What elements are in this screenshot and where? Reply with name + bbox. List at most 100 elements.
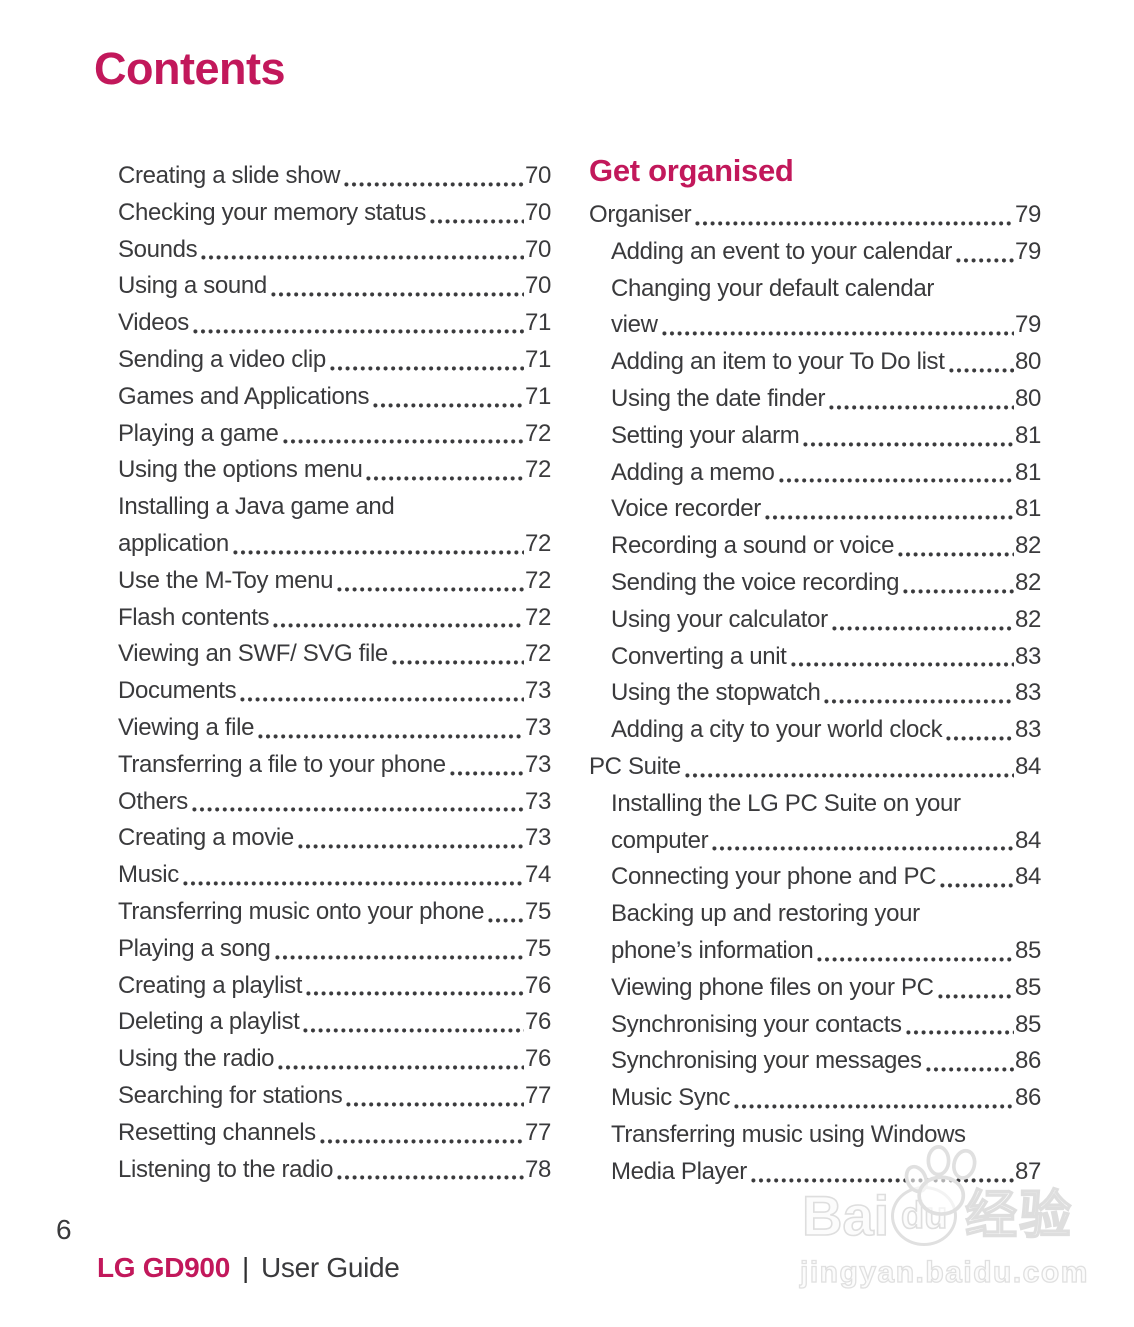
- toc-entry-line: Transferring music onto your phone 75: [96, 894, 551, 931]
- toc-dot-leader: [366, 476, 524, 482]
- toc-page-number: 86: [1015, 1084, 1041, 1112]
- toc-entry-line: Connecting your phone and PC 84: [589, 859, 1041, 896]
- toc-entry-title: Using the options menu: [118, 456, 363, 484]
- toc-dot-leader: [240, 696, 524, 702]
- toc-page-number: 73: [525, 750, 551, 778]
- toc-entry-title: Music: [118, 861, 179, 889]
- toc-page-number: 79: [1015, 237, 1041, 265]
- toc-entry-line: Organiser 79: [589, 197, 1041, 234]
- toc-dot-leader: [734, 1103, 1014, 1109]
- toc-entry-title: Adding an event to your calendar: [611, 237, 953, 265]
- toc-entry-line: Sounds 70: [96, 232, 551, 269]
- toc-page-number: 80: [1015, 348, 1041, 376]
- toc-entry-title: Playing a song: [118, 934, 271, 962]
- toc-entry-title: Creating a movie: [118, 824, 294, 852]
- toc-entry-title: Checking your memory status: [118, 198, 426, 226]
- toc-entry-line: Viewing a file 73: [96, 710, 551, 747]
- toc-dot-leader: [258, 733, 524, 739]
- toc-entry-title: Setting your alarm: [611, 421, 800, 449]
- toc-entry-line: Flash contents 72: [96, 600, 551, 637]
- watermark-logo: Bai du 经验: [801, 1145, 1073, 1246]
- toc-dot-leader: [329, 365, 524, 371]
- toc-entry-title: Sending the voice recording: [611, 568, 900, 596]
- toc-page-number: 73: [525, 787, 551, 815]
- toc-entry-line: Playing a song 75: [96, 931, 551, 968]
- toc-entry-line: Adding a city to your world clock 83: [589, 712, 1041, 749]
- toc-entry-line: Deleting a playlist 76: [96, 1004, 551, 1041]
- toc-page-number: 79: [1015, 201, 1041, 228]
- toc-page-number: 73: [525, 713, 551, 741]
- toc-entry-title: Media Player: [611, 1157, 747, 1185]
- toc-entry-title: Viewing a file: [118, 713, 255, 741]
- toc-entry-title: view: [611, 311, 658, 339]
- toc-page-number: 80: [1015, 384, 1041, 412]
- toc-page-number: 85: [1015, 1010, 1041, 1038]
- toc-entry-line: Synchronising your contacts 85: [589, 1007, 1041, 1044]
- toc-entry-line: Changing your default calendar: [589, 271, 1041, 308]
- toc-entry-line: Backing up and restoring your: [589, 896, 1041, 933]
- toc-entry-title: Converting a unit: [611, 642, 787, 670]
- section-heading-get-organised: Get organised: [589, 153, 794, 188]
- toc-dot-leader: [232, 549, 524, 555]
- toc-dot-leader: [488, 917, 524, 923]
- toc-dot-leader: [278, 1064, 524, 1070]
- toc-dot-leader: [790, 662, 1014, 668]
- toc-dot-leader: [191, 807, 524, 813]
- toc-entry-line: Transferring music using Windows: [589, 1117, 1041, 1154]
- toc-page-number: 85: [1015, 973, 1041, 1001]
- toc-entry-line: Media Player 87: [589, 1154, 1041, 1191]
- toc-column-right: Get organised Organiser 79 Adding an event…: [589, 150, 1041, 1191]
- toc-dot-leader: [937, 993, 1014, 999]
- toc-entry-line: view 79: [589, 307, 1041, 344]
- toc-entry-title: Viewing an SWF/ SVG file: [118, 640, 388, 668]
- toc-entry-title: Flash contents: [118, 603, 270, 631]
- toc-entry-title: Adding a city to your world clock: [611, 716, 943, 744]
- toc-page-number: 76: [525, 1008, 551, 1036]
- toc-page-number: 83: [1015, 679, 1041, 707]
- toc-dot-leader: [764, 515, 1014, 521]
- toc-entry-line: Viewing phone files on your PC 85: [589, 970, 1041, 1007]
- toc-entry-title: Transferring music onto your phone: [118, 897, 485, 925]
- toc-dot-leader: [661, 331, 1014, 337]
- toc-dot-leader: [925, 1067, 1014, 1073]
- toc-column-right-entries: Organiser 79 Adding an event to your calen…: [589, 197, 1041, 1191]
- toc-entry-line: Voice recorder 81: [589, 491, 1041, 528]
- toc-entry-line: Setting your alarm 81: [589, 418, 1041, 455]
- toc-page-number: 81: [1015, 421, 1041, 449]
- toc-entry-line: Installing a Java game and: [96, 489, 551, 526]
- toc-dot-leader: [306, 991, 524, 997]
- toc-dot-leader: [817, 956, 1014, 962]
- folio-page-number: 6: [56, 1214, 72, 1245]
- toc-entry-title: Sounds: [118, 235, 198, 263]
- toc-entry-line: phone’s information 85: [589, 933, 1041, 970]
- toc-entry-line: Others 73: [96, 784, 551, 821]
- toc-page-number: 72: [525, 529, 551, 557]
- toc-dot-leader: [273, 623, 524, 629]
- toc-entry-line: Resetting channels 77: [96, 1115, 551, 1152]
- toc-page-number: 73: [525, 677, 551, 705]
- toc-dot-leader: [344, 181, 524, 187]
- toc-page-number: 71: [525, 382, 551, 410]
- toc-page-number: 76: [525, 1045, 551, 1073]
- toc-entry-line: Converting a unit 83: [589, 639, 1041, 676]
- toc-dot-leader: [282, 439, 524, 445]
- toc-entry-title: Searching for stations: [118, 1081, 343, 1109]
- toc-entry-line: Adding an item to your To Do list 80: [589, 344, 1041, 381]
- toc-dot-leader: [297, 844, 524, 850]
- toc-dot-leader: [449, 770, 524, 776]
- toc-dot-leader: [948, 367, 1014, 373]
- toc-page-number: 75: [525, 934, 551, 962]
- footer-doc-title: User Guide: [260, 1252, 400, 1283]
- toc-dot-leader: [391, 660, 524, 666]
- toc-entry-line: Using the radio 76: [96, 1041, 551, 1078]
- toc-page-number: 78: [525, 1155, 551, 1183]
- toc-entry-title: Using the stopwatch: [611, 679, 821, 707]
- toc-dot-leader: [346, 1101, 524, 1107]
- toc-entry-line: Music Sync 86: [589, 1080, 1041, 1117]
- toc-page-number: 71: [525, 309, 551, 337]
- toc-page-number: 72: [525, 603, 551, 631]
- watermark-url: jingyan.baidu.com: [799, 1255, 1089, 1289]
- toc-entry-line: Transferring a file to your phone 73: [96, 747, 551, 784]
- toc-page-number: 75: [525, 897, 551, 925]
- toc-entry-title: Listening to the radio: [118, 1155, 334, 1183]
